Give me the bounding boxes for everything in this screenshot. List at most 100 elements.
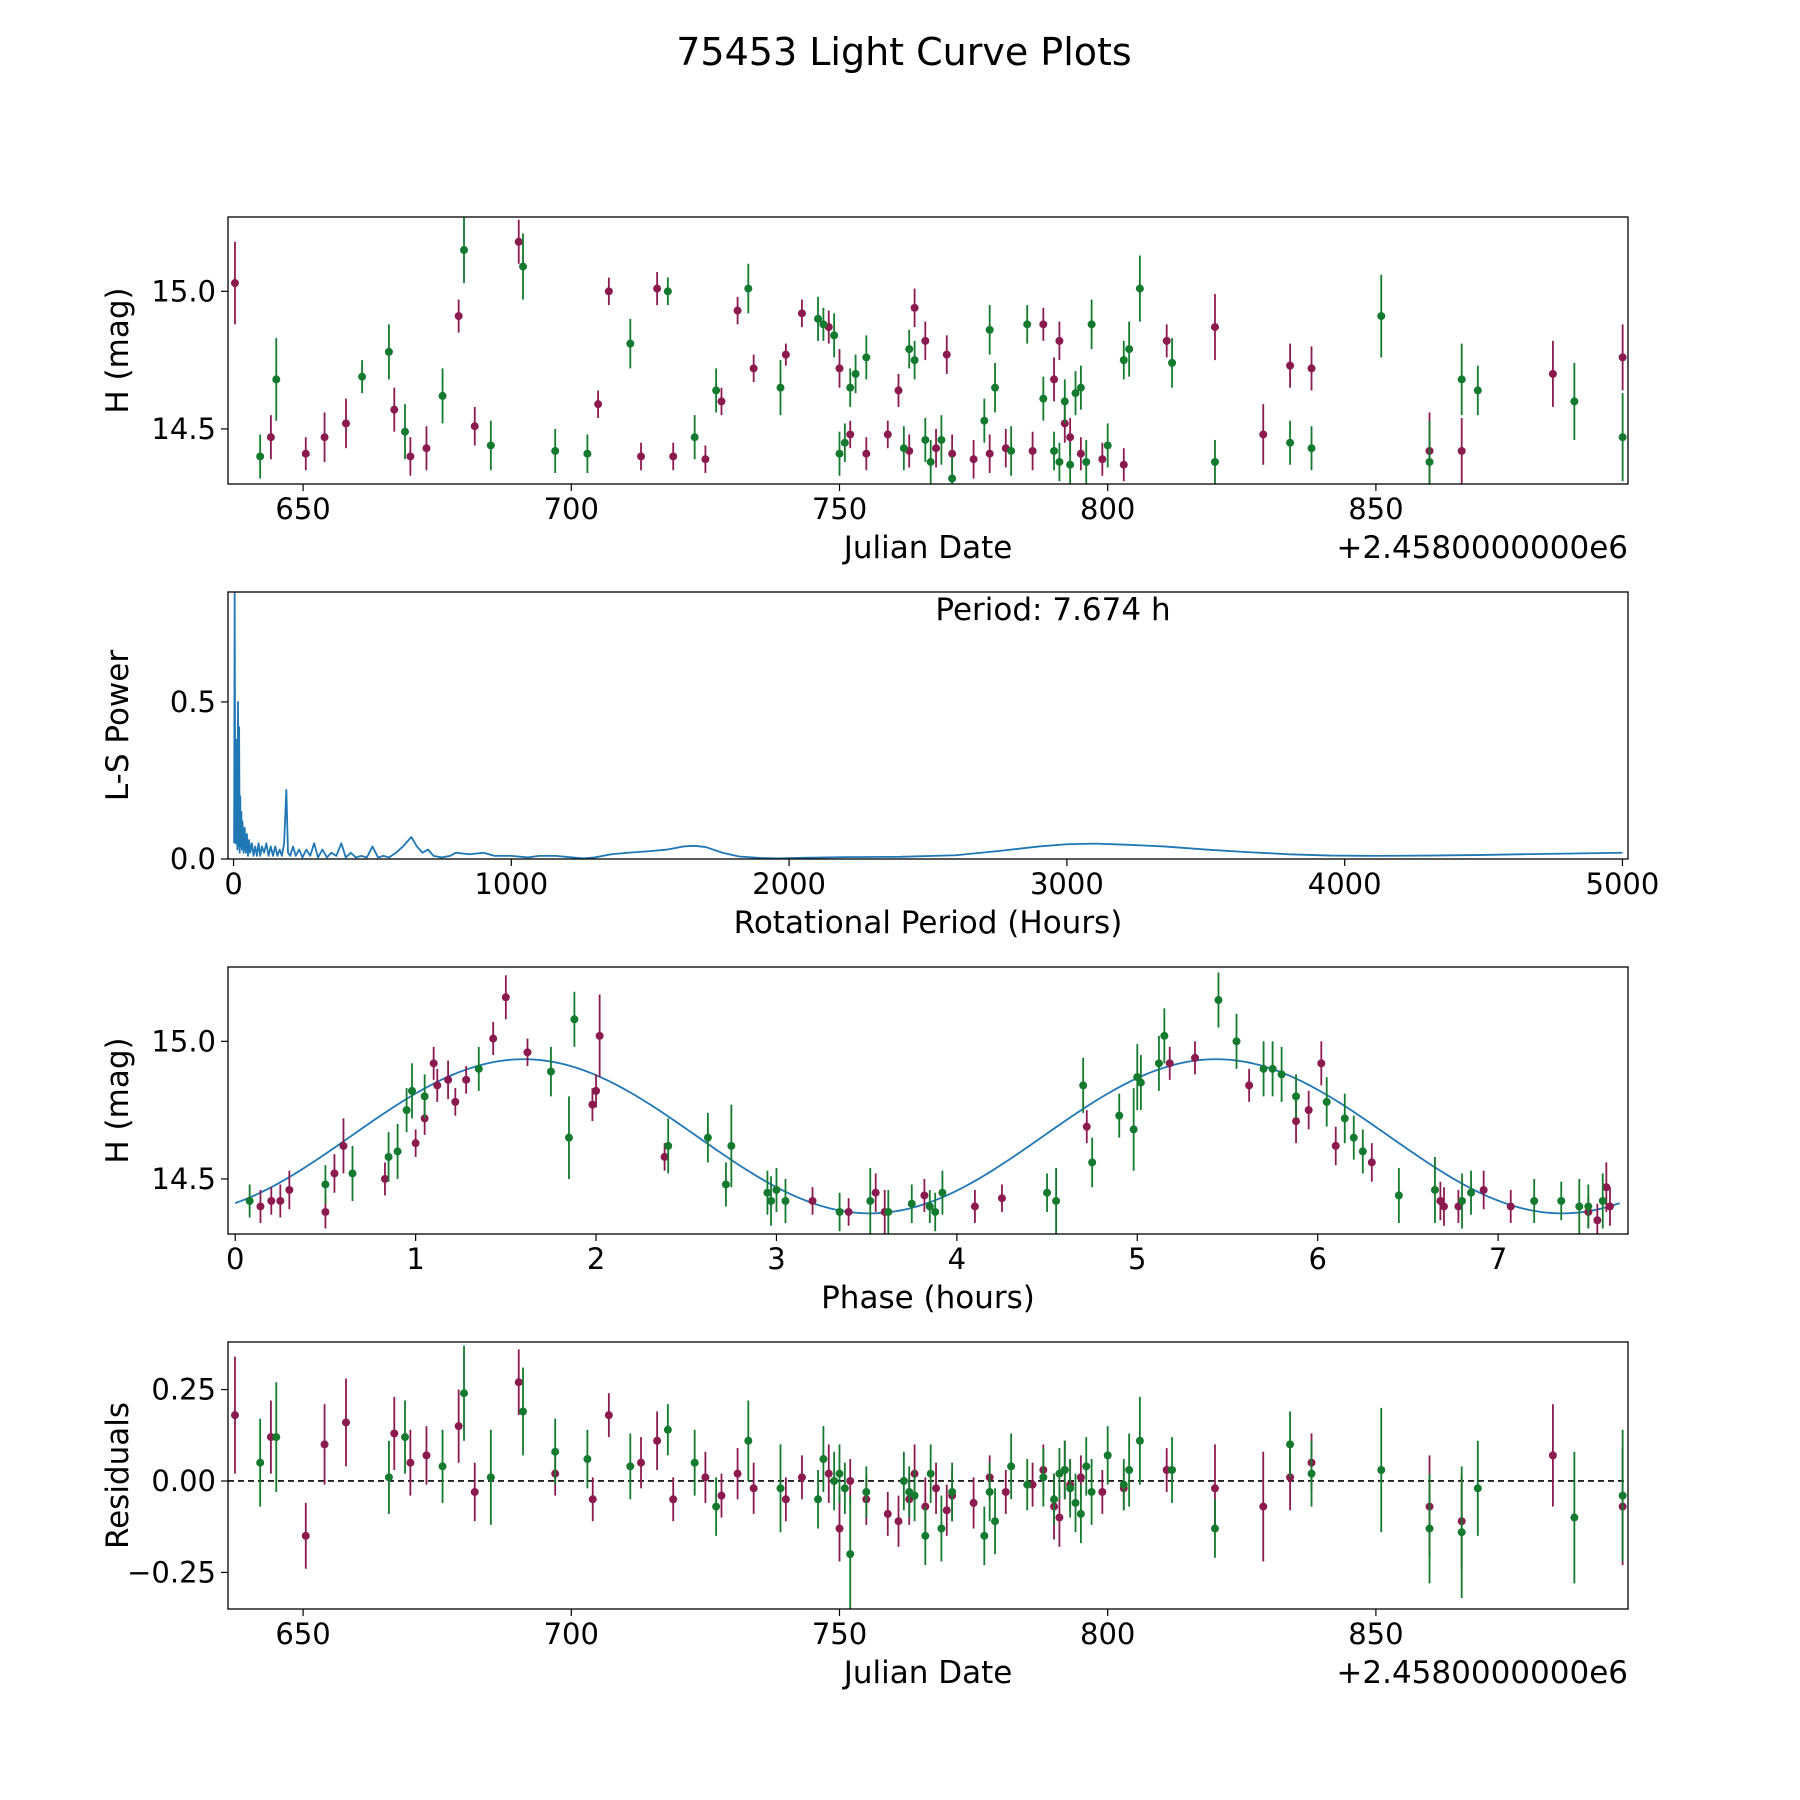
data-point bbox=[384, 1473, 393, 1482]
data-point bbox=[1479, 1185, 1488, 1194]
data-point bbox=[835, 1207, 844, 1216]
data-point bbox=[1548, 1451, 1557, 1460]
data-point bbox=[819, 320, 828, 329]
data-point bbox=[797, 309, 806, 318]
data-point bbox=[1039, 394, 1048, 403]
data-point bbox=[969, 455, 978, 464]
data-point bbox=[1050, 446, 1059, 455]
data-point bbox=[1457, 375, 1466, 384]
data-point bbox=[320, 433, 329, 442]
data-point bbox=[1210, 1484, 1219, 1493]
data-point bbox=[1457, 446, 1466, 455]
data-point bbox=[1050, 375, 1059, 384]
data-point bbox=[1060, 1466, 1069, 1475]
data-point bbox=[1098, 1487, 1107, 1496]
periodogram-power-line bbox=[233, 592, 1623, 859]
data-point bbox=[321, 1180, 330, 1189]
data-point bbox=[1039, 1473, 1048, 1482]
data-point bbox=[420, 1092, 429, 1101]
data-point bbox=[840, 1484, 849, 1493]
data-point bbox=[1125, 1466, 1134, 1475]
data-point bbox=[1125, 345, 1134, 354]
data-point bbox=[862, 353, 871, 362]
lightcurve-axes-frame bbox=[227, 216, 1629, 485]
phased-axes-frame bbox=[227, 966, 1629, 1235]
data-point bbox=[948, 474, 957, 483]
data-point bbox=[846, 1476, 855, 1485]
data-point bbox=[570, 1015, 579, 1024]
data-point bbox=[1286, 1440, 1295, 1449]
data-point bbox=[980, 1531, 989, 1540]
data-point bbox=[690, 1458, 699, 1467]
data-point bbox=[991, 1517, 1000, 1526]
phased-panel: 0 1 2 3 4 5 6 7 14.5 15.0 Phase (hours) H (mag) bbox=[100, 966, 1629, 1316]
data-point bbox=[985, 1487, 994, 1496]
data-point bbox=[851, 369, 860, 378]
lightcurve-series-filter_b bbox=[256, 217, 1627, 484]
data-point bbox=[701, 1473, 710, 1482]
data-point bbox=[588, 1495, 597, 1504]
data-point bbox=[1259, 1502, 1268, 1511]
data-point bbox=[1277, 1070, 1286, 1079]
data-point bbox=[1439, 1202, 1448, 1211]
data-point bbox=[272, 1433, 281, 1442]
data-point bbox=[272, 375, 281, 384]
data-point bbox=[1071, 389, 1080, 398]
data-point bbox=[846, 1550, 855, 1559]
data-point bbox=[301, 1531, 310, 1540]
data-point bbox=[1394, 1191, 1403, 1200]
data-point bbox=[406, 1458, 415, 1467]
residuals-panel: 650 700 750 800 850 −0.25 0.00 0.25 Julian Date R… bbox=[100, 1341, 1629, 1691]
data-point bbox=[1259, 1064, 1268, 1073]
data-point bbox=[883, 1509, 892, 1518]
data-point bbox=[749, 1484, 758, 1493]
x-tick-label: 800 bbox=[1080, 492, 1135, 526]
data-point bbox=[1079, 1081, 1088, 1090]
data-point bbox=[267, 1196, 276, 1205]
data-point bbox=[1082, 1462, 1091, 1471]
data-point bbox=[1214, 996, 1223, 1005]
data-point bbox=[384, 347, 393, 356]
data-point bbox=[1055, 336, 1064, 345]
data-point bbox=[1467, 1188, 1476, 1197]
data-point bbox=[1043, 1188, 1052, 1197]
data-point bbox=[230, 1411, 239, 1420]
data-point bbox=[1425, 1524, 1434, 1533]
data-point bbox=[1023, 320, 1032, 329]
data-point bbox=[925, 1202, 934, 1211]
lightcurve-y-axis-label: H (mag) bbox=[100, 287, 136, 413]
data-point bbox=[1245, 1081, 1254, 1090]
data-point bbox=[907, 1199, 916, 1208]
data-point bbox=[910, 303, 919, 312]
x-tick-label: 4000 bbox=[1308, 867, 1382, 901]
data-point bbox=[733, 1469, 742, 1478]
data-point bbox=[1103, 441, 1112, 450]
data-point bbox=[1367, 1158, 1376, 1167]
y-tick-label: −0.25 bbox=[127, 1555, 216, 1589]
y-tick-label: 0.0 bbox=[170, 842, 216, 876]
data-point bbox=[824, 1469, 833, 1478]
data-point bbox=[991, 383, 1000, 392]
data-point bbox=[808, 1196, 817, 1205]
data-point bbox=[835, 1469, 844, 1478]
data-point bbox=[910, 1491, 919, 1500]
data-point bbox=[1618, 433, 1627, 442]
data-point bbox=[592, 1086, 601, 1095]
data-point bbox=[712, 1502, 721, 1511]
data-point bbox=[776, 383, 785, 392]
data-point bbox=[330, 1169, 339, 1178]
data-point bbox=[489, 1034, 498, 1043]
data-point bbox=[301, 449, 310, 458]
data-point bbox=[781, 1495, 790, 1504]
data-point bbox=[1304, 1106, 1313, 1115]
lightcurve-x-axis-label: Julian Date bbox=[842, 530, 1013, 566]
x-tick-label: 800 bbox=[1080, 1617, 1135, 1651]
data-point bbox=[1066, 460, 1075, 469]
data-point bbox=[256, 1458, 265, 1467]
data-point bbox=[1050, 1495, 1059, 1504]
x-tick-label: 3 bbox=[767, 1242, 785, 1276]
residuals-x-axis-label: Julian Date bbox=[842, 1655, 1013, 1691]
data-point bbox=[712, 386, 721, 395]
data-point bbox=[429, 1059, 438, 1068]
